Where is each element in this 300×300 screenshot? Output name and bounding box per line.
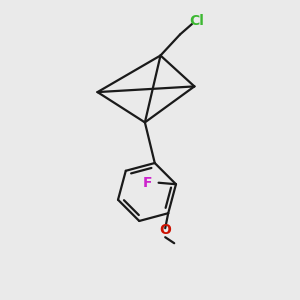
Text: Cl: Cl: [189, 14, 204, 28]
Text: F: F: [143, 176, 153, 190]
Text: O: O: [159, 223, 171, 237]
